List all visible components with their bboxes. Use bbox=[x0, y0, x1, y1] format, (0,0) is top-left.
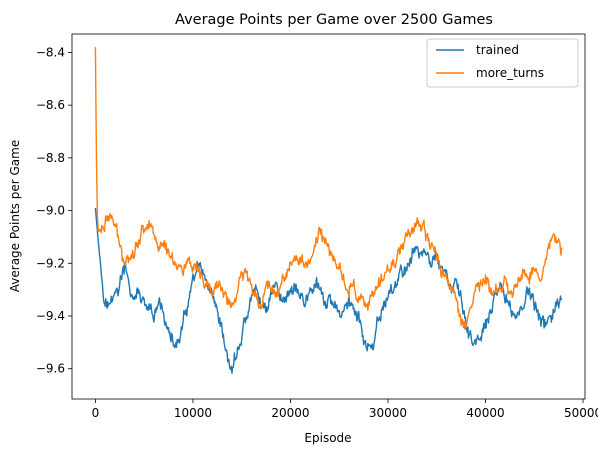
x-tick-label: 0 bbox=[92, 406, 100, 420]
series-line-trained bbox=[94, 207, 563, 374]
y-tick-label: −8.8 bbox=[36, 151, 65, 165]
y-tick-label: −9.4 bbox=[36, 309, 65, 323]
y-tick-label: −9.0 bbox=[36, 204, 65, 218]
x-tick-label: 10000 bbox=[174, 406, 212, 420]
x-tick-label: 30000 bbox=[369, 406, 407, 420]
legend: trained more_turns bbox=[426, 38, 579, 88]
x-tick-label: 50000 bbox=[564, 406, 598, 420]
y-tick-label: −9.2 bbox=[36, 256, 65, 270]
series-line-more-turns bbox=[94, 47, 563, 330]
legend-label-more-turns: more_turns bbox=[476, 66, 544, 80]
y-tick-label: −9.6 bbox=[36, 362, 65, 376]
y-tick-label: −8.4 bbox=[36, 45, 65, 59]
x-tick-label: 40000 bbox=[466, 406, 504, 420]
x-tick-label: 20000 bbox=[271, 406, 309, 420]
x-axis-ticks: 0 10000 20000 30000 40000 50000 bbox=[92, 399, 598, 420]
chart-title: Average Points per Game over 2500 Games bbox=[175, 12, 493, 28]
y-tick-label: −8.6 bbox=[36, 98, 65, 112]
y-axis-ticks: −9.6 −9.4 −9.2 −9.0 −8.8 −8.6 −8.4 bbox=[36, 45, 72, 376]
legend-box bbox=[426, 38, 579, 88]
plot-frame bbox=[71, 33, 586, 400]
series-layer bbox=[94, 47, 563, 374]
legend-label-trained: trained bbox=[476, 43, 519, 57]
x-axis-label: Episode bbox=[304, 431, 351, 445]
y-axis-label: Average Points per Game bbox=[8, 140, 22, 292]
